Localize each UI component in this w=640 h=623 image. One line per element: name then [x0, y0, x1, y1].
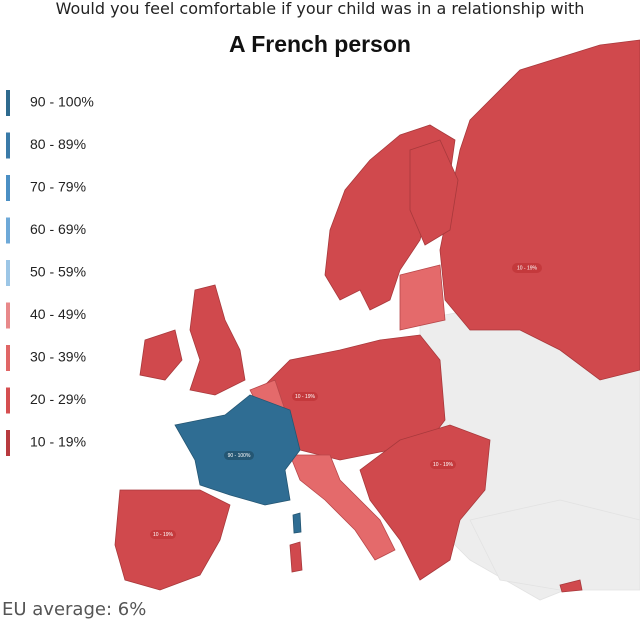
legend-swatch	[6, 175, 10, 201]
map-label: 10 - 19%	[295, 394, 316, 400]
legend-swatch	[6, 430, 10, 456]
legend-label: 80 - 89%	[30, 136, 86, 152]
italy	[289, 454, 396, 561]
legend-swatch	[6, 90, 10, 116]
map-label: 90 - 100%	[228, 453, 251, 459]
legend-label: 30 - 39%	[30, 349, 86, 365]
legend-swatch	[6, 217, 10, 244]
island	[559, 579, 583, 593]
map-labels: 10 - 19% 10 - 19% 90 - 100% 10 - 19% 10 …	[150, 263, 542, 539]
ireland	[139, 329, 183, 381]
caption: Would you feel comfortable if your child…	[56, 0, 585, 18]
balkans	[359, 424, 491, 581]
footer: EU average: 6%	[2, 599, 146, 620]
map-label-bg	[512, 263, 542, 273]
land-gray	[469, 499, 640, 591]
map-label: 10 - 19%	[153, 532, 174, 538]
legend: 90 - 100% 80 - 89% 70 - 79% 60 - 69% 50 - 59…	[6, 90, 94, 456]
finland	[409, 139, 459, 246]
baltics	[399, 264, 446, 331]
legend-label: 50 - 59%	[30, 264, 86, 280]
iberia	[114, 489, 231, 591]
legend-label: 20 - 29%	[30, 391, 86, 407]
legend-swatch	[6, 345, 10, 371]
corsica	[292, 512, 302, 534]
map-label: 10 - 19%	[517, 265, 538, 271]
map-label-bg	[430, 460, 456, 469]
map-label: 10 - 19%	[433, 462, 454, 468]
legend-swatch	[6, 302, 10, 329]
map-label-bg	[292, 392, 318, 401]
island	[289, 541, 303, 573]
legend-label: 60 - 69%	[30, 221, 86, 237]
title: A French person	[229, 31, 411, 57]
legend-swatch	[6, 387, 10, 414]
legend-swatch	[6, 132, 10, 159]
legend-label: 40 - 49%	[30, 306, 86, 322]
legend-swatch	[6, 260, 10, 286]
legend-label: 10 - 19%	[30, 434, 86, 450]
map-label-bg	[150, 530, 176, 539]
map-label-bg	[224, 451, 254, 460]
legend-label: 70 - 79%	[30, 179, 86, 195]
russia	[439, 39, 640, 381]
uk	[189, 284, 246, 396]
legend-label: 90 - 100%	[30, 94, 94, 110]
france	[174, 394, 301, 506]
